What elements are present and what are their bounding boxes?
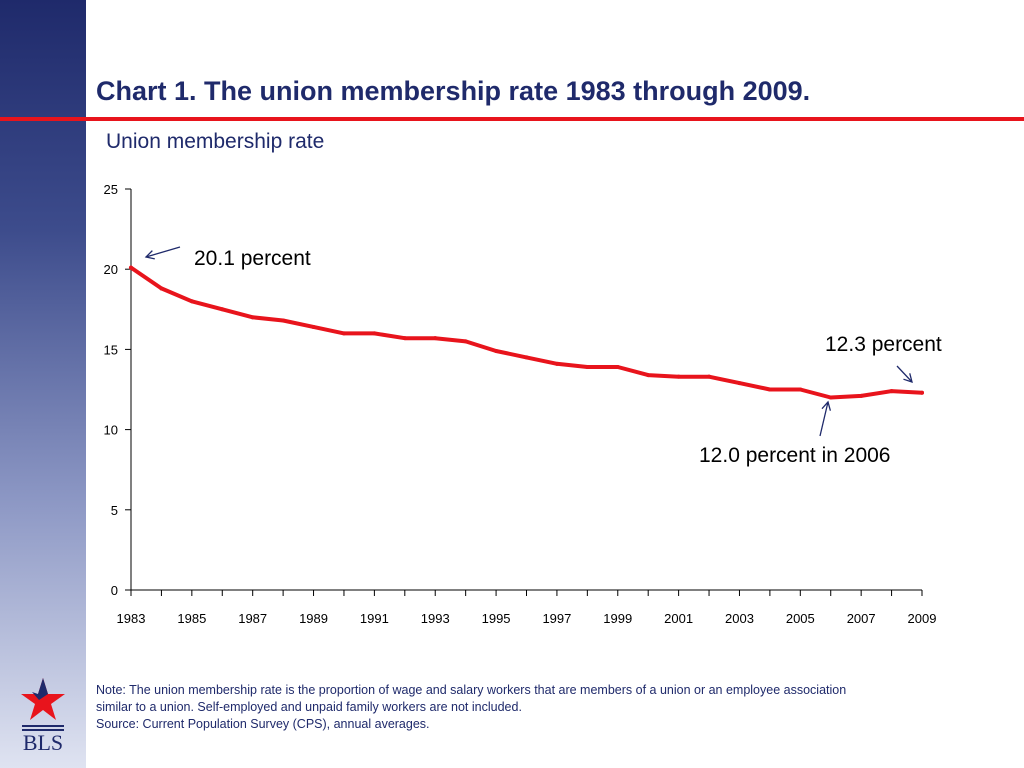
source-line: Source: Current Population Survey (CPS),…: [96, 717, 430, 731]
data-point: [524, 355, 529, 360]
page-title: Chart 1. The union membership rate 1983 …: [96, 76, 811, 106]
data-point: [129, 265, 133, 270]
data-point: [281, 318, 286, 323]
data-point: [433, 336, 438, 341]
data-point: [463, 339, 468, 344]
data-point: [798, 387, 803, 392]
chart-subtitle: Union membership rate: [106, 130, 325, 153]
note-line-1: Note: The union membership rate is the p…: [96, 683, 847, 697]
data-point: [889, 389, 894, 394]
side-band: [0, 0, 86, 768]
title-divider: [0, 117, 1024, 121]
annotation-end-arrow-shaft: [896, 365, 913, 383]
data-point: [676, 374, 681, 379]
y-tick-label: 15: [104, 342, 118, 357]
y-tick-label: 10: [104, 423, 118, 438]
data-point: [189, 299, 194, 304]
data-point: [311, 324, 316, 329]
x-tick-label: 1991: [360, 611, 389, 626]
data-point: [341, 331, 346, 336]
x-tick-label: 1993: [421, 611, 450, 626]
note-line-2: similar to a union. Self-employed and un…: [96, 700, 522, 714]
data-point: [767, 387, 772, 392]
annotation-start-arrow-shaft: [145, 246, 181, 258]
x-tick-label: 1999: [603, 611, 632, 626]
data-point: [159, 286, 164, 291]
x-tick-label: 2009: [908, 611, 937, 626]
bls-logo: BLS: [21, 678, 65, 755]
data-point: [920, 390, 924, 395]
y-tick-label: 0: [111, 583, 118, 598]
annotation-start: 20.1 percent: [194, 247, 311, 270]
data-point: [737, 381, 742, 386]
data-point: [372, 331, 377, 336]
data-point: [707, 374, 712, 379]
bls-stripes: [22, 725, 64, 731]
y-tick-label: 20: [104, 262, 118, 277]
series-line-0: [129, 265, 924, 400]
annotation-low: 12.0 percent in 2006: [699, 444, 890, 467]
x-tick-label: 1989: [299, 611, 328, 626]
data-point: [585, 365, 590, 370]
annotation-end: 12.3 percent: [825, 333, 942, 356]
data-point: [494, 349, 499, 354]
annotation-low-arrow-shaft: [819, 401, 829, 437]
x-tick-label: 1983: [117, 611, 146, 626]
data-point: [250, 315, 255, 320]
bls-star-icon: [21, 678, 65, 720]
union-membership-line-chart: 0 5 10 15 20 25 1983 1985 1987 1989 1991 1993 1995 19…: [104, 182, 942, 626]
x-tick-label: 1987: [238, 611, 267, 626]
bls-logo-text: BLS: [23, 730, 63, 755]
data-point: [828, 395, 833, 400]
x-tick-label: 2001: [664, 611, 693, 626]
chart-note: Note: The union membership rate is the p…: [96, 682, 996, 733]
annotation-end-arrow-head: [903, 373, 913, 383]
data-point: [554, 361, 559, 366]
annotation-start-arrow-head: [144, 250, 155, 260]
annotation-low-arrow-head: [821, 400, 832, 411]
x-tick-label: 1985: [177, 611, 206, 626]
data-point: [220, 307, 225, 312]
data-point: [646, 373, 651, 378]
x-tick-label: 2005: [786, 611, 815, 626]
x-tick-label: 2003: [725, 611, 754, 626]
y-tick-label: 25: [104, 182, 118, 197]
x-tick-label: 1995: [482, 611, 511, 626]
data-point: [859, 393, 864, 398]
data-point: [402, 336, 407, 341]
x-tick-label: 1997: [542, 611, 571, 626]
x-tick-label: 2007: [847, 611, 876, 626]
y-tick-label: 5: [111, 503, 118, 518]
data-point: [615, 365, 620, 370]
